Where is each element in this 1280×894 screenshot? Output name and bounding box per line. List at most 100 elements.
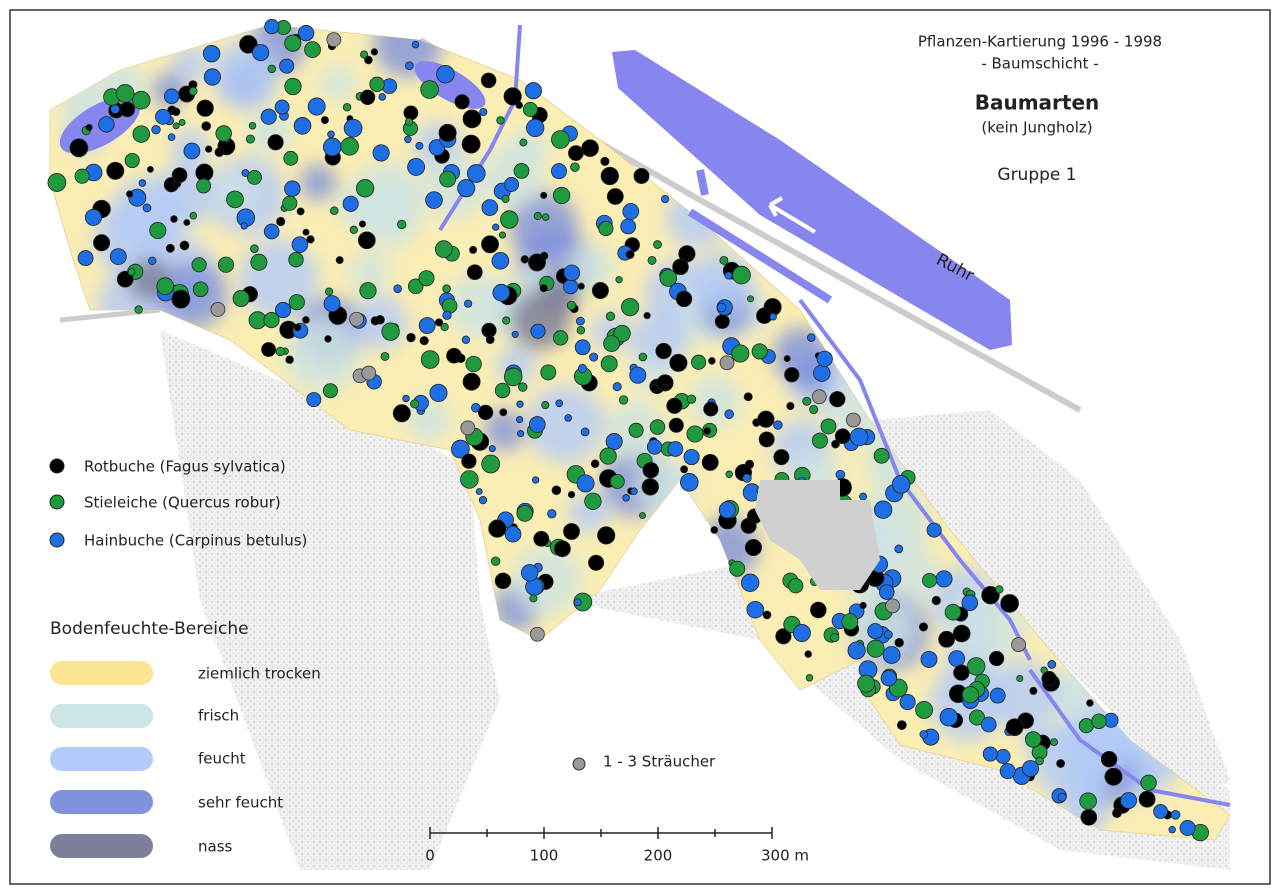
legend-label: ziemlich trocken	[198, 665, 321, 683]
moisture-zone	[299, 163, 337, 201]
tree	[196, 178, 212, 194]
tree	[503, 87, 522, 106]
moisture-zone	[483, 409, 526, 452]
tree	[555, 399, 564, 408]
tree	[891, 475, 911, 494]
moisture-zone	[509, 192, 578, 261]
tree	[1079, 792, 1097, 810]
tree	[451, 439, 470, 459]
moisture-zone	[567, 244, 615, 292]
legend-label: frisch	[198, 707, 239, 725]
tree	[148, 256, 157, 266]
tree	[370, 316, 380, 326]
moisture-zone	[319, 65, 356, 102]
shrub	[361, 365, 377, 381]
tree	[402, 394, 410, 403]
tree	[515, 101, 523, 109]
tree	[1138, 790, 1156, 808]
tree	[494, 572, 512, 590]
tree	[574, 339, 591, 356]
tree	[757, 410, 775, 428]
tree	[465, 355, 482, 373]
tree	[816, 350, 833, 367]
tree	[110, 104, 120, 115]
tree	[563, 278, 579, 295]
tree	[456, 353, 466, 363]
tree	[250, 253, 268, 271]
tree	[669, 353, 688, 372]
tree	[192, 281, 209, 298]
tree	[138, 179, 147, 187]
tree	[205, 145, 213, 153]
tree	[1153, 804, 1169, 819]
tree	[279, 58, 295, 74]
tree	[504, 525, 522, 543]
tree	[622, 494, 630, 502]
tree	[606, 188, 624, 205]
tree	[84, 208, 102, 226]
tree	[420, 350, 440, 369]
tree	[584, 492, 602, 510]
tree	[834, 428, 851, 444]
tree	[282, 195, 298, 211]
tree	[263, 312, 280, 329]
tree	[404, 135, 412, 144]
tree	[513, 163, 530, 179]
tree	[355, 179, 375, 198]
tree	[802, 396, 812, 406]
tree	[831, 439, 840, 449]
tree	[477, 404, 494, 421]
tree	[835, 469, 846, 480]
tree	[588, 554, 605, 571]
tree	[226, 190, 244, 209]
tree	[703, 427, 712, 435]
tree	[1022, 760, 1039, 778]
tree	[1120, 792, 1138, 809]
tree	[322, 137, 342, 157]
tree	[393, 284, 402, 293]
tree	[939, 708, 958, 727]
tree	[488, 519, 507, 538]
tree	[1080, 808, 1098, 826]
shrub-label: 1 - 3 Sträucher	[603, 753, 716, 771]
tree	[540, 191, 548, 199]
shrub	[460, 420, 476, 436]
heading: Baumarten	[975, 91, 1100, 115]
tree	[436, 64, 455, 84]
tree	[630, 487, 638, 495]
tree	[324, 335, 332, 343]
building	[755, 480, 880, 590]
tree	[841, 613, 859, 631]
tree	[729, 560, 746, 577]
tree	[275, 346, 285, 357]
tree	[124, 152, 140, 169]
tree	[708, 357, 716, 365]
tree	[618, 395, 629, 405]
tree	[178, 118, 186, 126]
tree	[519, 138, 528, 147]
tree	[605, 433, 623, 450]
tree	[77, 250, 94, 267]
tree	[323, 295, 341, 313]
tree	[952, 624, 971, 643]
legend-label: feucht	[198, 750, 246, 768]
tree	[747, 295, 754, 303]
tree	[167, 133, 176, 142]
tree	[873, 500, 893, 519]
tree	[240, 222, 248, 230]
tree	[378, 93, 387, 101]
tree	[322, 383, 338, 399]
tree	[69, 138, 89, 158]
tree	[119, 101, 136, 118]
tree	[867, 623, 884, 640]
tree	[202, 45, 221, 63]
tree	[284, 77, 302, 96]
tree	[357, 231, 376, 250]
tree	[518, 382, 528, 392]
tree	[171, 289, 191, 309]
tree	[284, 180, 301, 197]
tree	[811, 432, 828, 449]
tree	[1005, 718, 1024, 737]
tree	[1112, 808, 1122, 818]
tree	[183, 142, 201, 160]
